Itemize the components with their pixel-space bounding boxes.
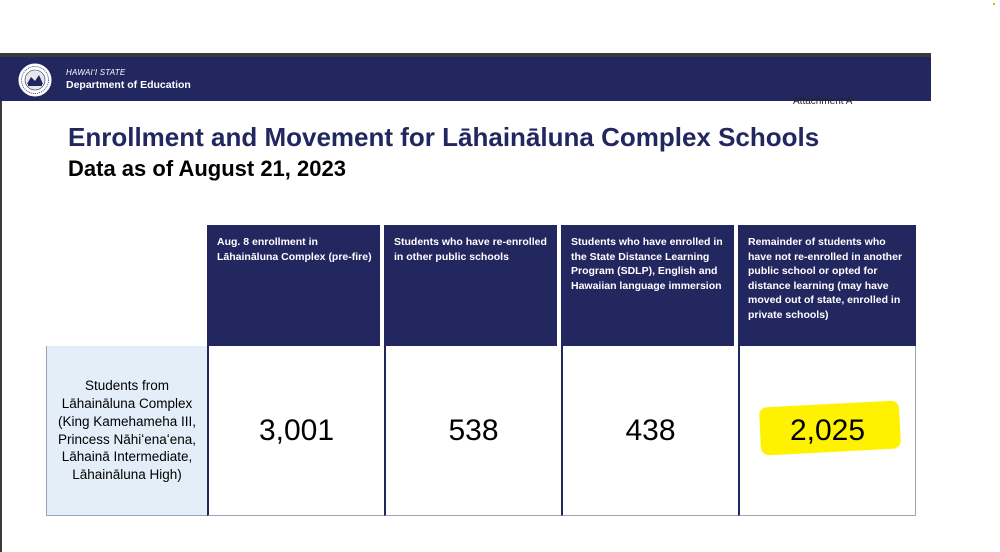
org-name-label: Department of Education [66,79,191,91]
row-header-label: Students from Lāhaināluna Complex (King … [57,378,197,482]
table-cell-reenrolled: 538 [384,346,561,516]
column-header-reenrolled: Students who have re-enrolled in other p… [384,225,559,346]
value-aug-enrollment: 3,001 [258,413,335,447]
header-band [0,57,931,101]
highlighted-value: 2,025 [758,399,902,456]
corner-speck [993,3,995,5]
value-remainder: 2,025 [789,413,866,447]
column-header-distance-learning: Students who have enrolled in the State … [561,225,736,346]
attachment-label: Attachment A [793,96,853,107]
value-distance-learning: 438 [625,413,676,447]
table-cell-distance-learning: 438 [561,346,738,516]
state-seal-icon [17,62,53,98]
value-reenrolled: 538 [448,413,499,447]
column-header-aug-enrollment: Aug. 8 enrollment in Lāhaināluna Complex… [207,225,382,346]
table-cell-remainder: 2,025 [738,346,916,516]
page-title: Enrollment and Movement for Lāhaināluna … [68,122,820,152]
page-subtitle: Data as of August 21, 2023 [68,156,346,181]
table-cell-aug-enrollment: 3,001 [207,346,384,516]
column-header-remainder: Remainder of students who have not re-en… [738,225,916,346]
org-state-label: HAWAIʻI STATE [66,68,126,77]
row-header-students: Students from Lāhaināluna Complex (King … [46,346,207,516]
